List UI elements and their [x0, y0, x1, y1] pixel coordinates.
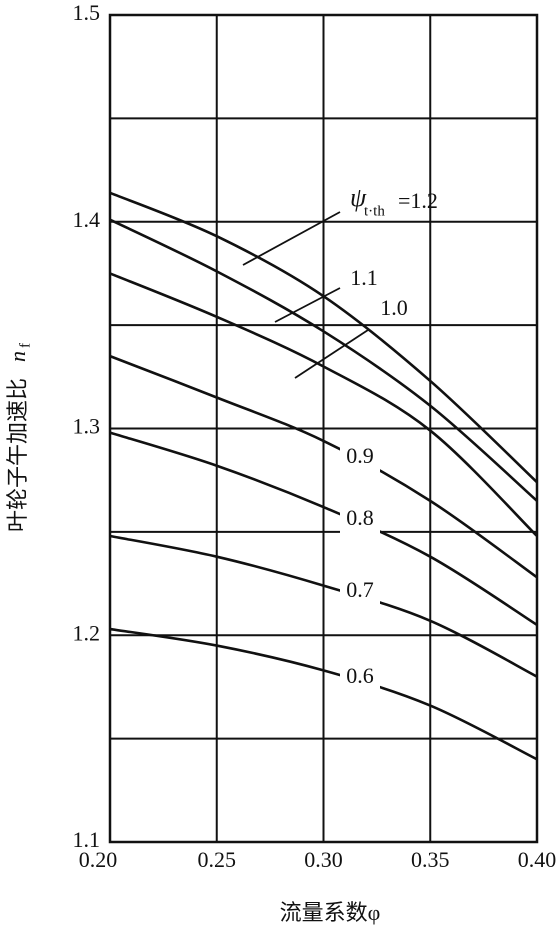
label-bg: [340, 664, 380, 692]
y-tick-label: 1.5: [73, 0, 101, 25]
x-tick-label: 0.20: [79, 847, 118, 872]
curve-label: 0.8: [346, 505, 374, 530]
label-bg: [340, 444, 380, 472]
curve-subscript: t·th: [364, 203, 385, 219]
curve-label: 0.7: [346, 577, 374, 602]
y-tick-label: 1.4: [73, 207, 101, 232]
curve: [109, 534, 538, 678]
label-leader: [242, 211, 341, 266]
y-tick-label: 1.3: [73, 414, 101, 439]
y-axis-title-group: 叶轮子午加速比 n f: [5, 343, 33, 532]
curve: [109, 354, 538, 579]
curve-label: 0.6: [346, 663, 374, 688]
x-tick-label: 0.25: [198, 847, 237, 872]
y-axis-symbol: n: [5, 351, 30, 362]
x-tick-label: 0.30: [304, 847, 343, 872]
curve: [109, 627, 538, 761]
curve-label: 0.9: [346, 443, 374, 468]
label-leader: [294, 329, 369, 379]
curve: [109, 218, 538, 502]
curve-symbol: ψ: [350, 183, 367, 212]
curve: [109, 272, 538, 537]
curve-label: =1.2: [398, 188, 438, 213]
y-axis-subscript: f: [17, 343, 33, 348]
label-bg: [340, 578, 380, 606]
curve: [109, 431, 538, 627]
plot-frame: [108, 13, 539, 844]
x-tick-label: 0.40: [518, 847, 557, 872]
y-tick-label: 1.1: [73, 827, 101, 852]
x-tick-label: 0.35: [411, 847, 450, 872]
y-axis-title: 叶轮子午加速比: [5, 378, 30, 532]
curve-label: 1.1: [350, 265, 378, 290]
y-tick-label: 1.2: [73, 620, 101, 645]
curve-label: 1.0: [380, 295, 408, 320]
x-axis-title: 流量系数φ: [280, 900, 381, 925]
label-bg: [340, 506, 380, 534]
label-leader: [274, 287, 341, 323]
